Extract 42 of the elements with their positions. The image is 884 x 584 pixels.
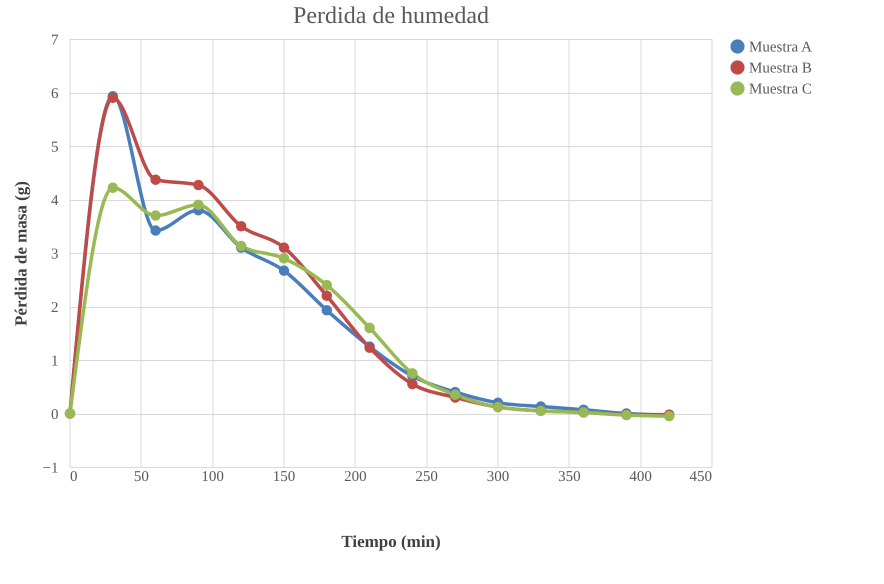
- point: [407, 368, 418, 379]
- point: [322, 305, 332, 316]
- point: [236, 221, 246, 232]
- x-tick-label: 300: [486, 469, 510, 485]
- y-tick-label: 3: [51, 246, 58, 262]
- x-tick-label: 200: [344, 469, 367, 485]
- legend-label: Muestra C: [749, 82, 812, 98]
- x-tick-label: 100: [201, 469, 224, 485]
- y-tick-label: −1: [42, 460, 58, 476]
- legend-label: Muestra B: [749, 60, 812, 76]
- y-axis-title: Pérdida de masa (g): [12, 181, 31, 326]
- x-tick-label: 350: [558, 469, 581, 485]
- point: [322, 280, 332, 290]
- y-tick-label: 1: [51, 354, 58, 370]
- point: [278, 253, 290, 264]
- x-axis-title: Tiempo (min): [341, 532, 441, 551]
- point: [193, 180, 204, 190]
- y-tick-label: 7: [51, 32, 59, 48]
- point: [450, 390, 460, 400]
- y-tick-label: 2: [51, 300, 58, 316]
- y-tick-label: 4: [51, 193, 59, 209]
- x-tick-label: 0: [70, 469, 78, 485]
- x-tick-label: 450: [690, 469, 712, 485]
- x-tick-label: 50: [134, 469, 149, 485]
- legend-label: Muestra A: [749, 40, 812, 56]
- point: [150, 225, 161, 236]
- y-tick-label: 6: [51, 86, 59, 102]
- x-tick-label: 150: [272, 469, 296, 485]
- y-tick-label: 0: [51, 407, 58, 423]
- point: [108, 182, 118, 193]
- point: [364, 322, 375, 334]
- point: [322, 290, 332, 302]
- point: [278, 242, 290, 253]
- chart-title: Perdida de humedad: [293, 3, 489, 29]
- point: [193, 200, 204, 210]
- x-tick-label: 250: [415, 469, 438, 485]
- point: [278, 265, 290, 276]
- point: [407, 378, 418, 390]
- point: [150, 210, 161, 221]
- point: [150, 174, 161, 185]
- y-tick-label: 5: [51, 140, 58, 156]
- x-tick-label: 400: [629, 469, 652, 485]
